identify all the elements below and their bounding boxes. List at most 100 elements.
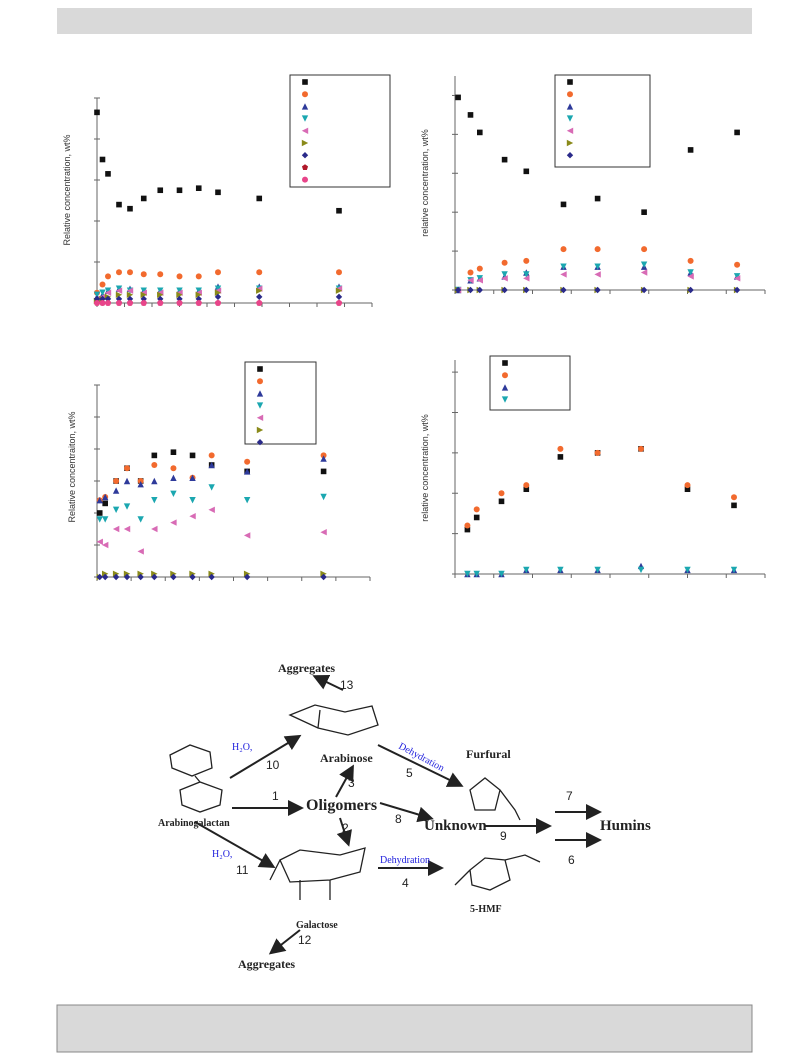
galactose-ring	[269, 847, 366, 900]
step-number: 13	[340, 678, 354, 692]
marker	[243, 532, 251, 539]
marker	[208, 461, 215, 469]
marker	[96, 573, 103, 581]
marker	[243, 468, 251, 475]
reagent: H₂O,	[212, 849, 232, 860]
marker	[523, 271, 530, 278]
marker	[560, 271, 567, 278]
marker	[733, 275, 741, 282]
step-number: 11	[236, 863, 249, 877]
marker	[243, 497, 251, 504]
step-number: 5	[406, 766, 413, 780]
marker	[256, 293, 263, 301]
marker	[157, 271, 164, 278]
marker	[523, 566, 530, 574]
marker	[473, 570, 480, 578]
legend-marker	[566, 103, 574, 110]
marker	[170, 573, 177, 581]
hmf-ring	[454, 854, 541, 891]
marker	[640, 269, 648, 276]
marker	[244, 458, 251, 465]
step-number: 9	[500, 829, 507, 843]
marker	[151, 477, 158, 485]
marker	[101, 516, 109, 523]
legend-marker	[301, 103, 309, 110]
marker	[189, 474, 196, 481]
legend-marker	[302, 91, 308, 98]
step-number: 1	[272, 789, 279, 803]
marker	[687, 273, 694, 280]
y-axis-label: relative concentration, wt%	[420, 129, 430, 237]
legend-marker	[256, 414, 264, 421]
marker	[523, 286, 530, 294]
marker	[112, 573, 120, 581]
marker	[476, 265, 483, 272]
marker	[105, 171, 111, 177]
marker	[170, 519, 177, 526]
marker	[189, 513, 196, 520]
marker	[137, 481, 144, 488]
marker	[684, 566, 691, 574]
legend-marker	[567, 91, 573, 98]
marker	[126, 287, 134, 294]
marker	[501, 259, 508, 266]
header-bar	[57, 8, 752, 34]
marker	[594, 449, 601, 456]
marker	[123, 573, 131, 581]
marker	[464, 526, 471, 533]
marker	[455, 94, 461, 101]
marker	[113, 478, 120, 484]
marker	[215, 269, 221, 276]
step-number: 12	[298, 933, 312, 947]
marker	[123, 503, 131, 510]
marker	[684, 486, 691, 493]
marker	[594, 263, 601, 270]
marker	[214, 289, 222, 296]
y-axis-label: Relative concentration, wt%	[62, 134, 72, 245]
marker	[170, 449, 177, 455]
marker	[523, 486, 530, 493]
legend-marker	[567, 79, 573, 85]
arabinogalactan-structure	[169, 744, 223, 813]
marker	[105, 273, 111, 280]
marker	[104, 287, 112, 294]
marker	[320, 573, 327, 581]
legend-marker	[566, 127, 574, 134]
furfural-ring	[469, 777, 521, 821]
marker	[731, 502, 737, 509]
marker	[104, 289, 112, 296]
marker	[498, 490, 505, 497]
node-label: Galactose	[296, 920, 338, 931]
legend-marker	[302, 176, 308, 183]
node-label: Arabinogalactan	[158, 818, 230, 829]
marker	[501, 286, 508, 294]
marker	[99, 289, 106, 296]
marker	[124, 465, 131, 472]
marker	[594, 286, 601, 294]
marker	[687, 269, 694, 276]
marker	[687, 286, 694, 294]
marker	[336, 269, 342, 276]
marker	[733, 286, 741, 294]
marker	[560, 286, 567, 294]
marker	[151, 573, 158, 581]
marker	[140, 295, 147, 303]
legend-marker	[256, 439, 264, 446]
marker	[126, 291, 134, 298]
marker	[151, 462, 158, 468]
legend-marker	[566, 139, 574, 147]
marker	[335, 287, 343, 294]
marker	[93, 291, 101, 298]
marker	[638, 445, 644, 452]
marker	[115, 285, 123, 292]
reagent: H₂O,	[232, 742, 252, 753]
marker	[641, 246, 648, 253]
step-number: 8	[395, 812, 402, 826]
marker	[115, 291, 123, 298]
marker	[477, 129, 483, 136]
marker	[557, 445, 564, 452]
marker	[157, 291, 164, 298]
legend-marker	[301, 115, 309, 122]
scheme: Aggregates 13 H₂O, 10 Arabinose 3 Dehydr…	[158, 661, 651, 971]
